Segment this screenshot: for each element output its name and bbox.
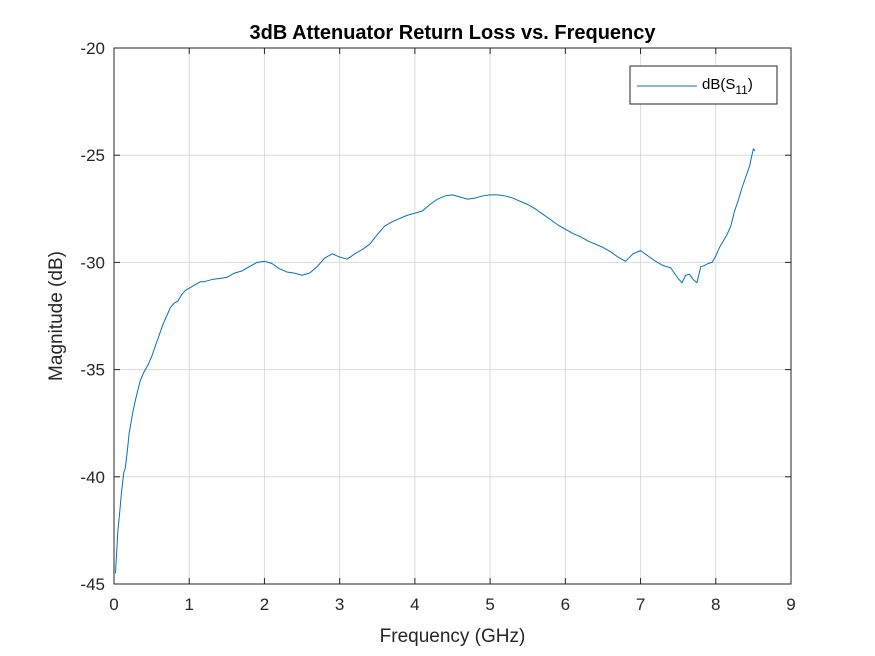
y-axis-label: Magnitude (dB) xyxy=(46,251,67,381)
legend: dB(S11) xyxy=(629,65,778,105)
series-line-s11 xyxy=(115,148,756,574)
x-tick-label: 8 xyxy=(711,595,720,614)
legend-label-suffix: ) xyxy=(748,76,753,93)
legend-label: dB(S11) xyxy=(702,76,753,97)
y-tick-label: -40 xyxy=(80,468,105,487)
y-tick-labels: -45 -40 -35 -30 -25 -20 xyxy=(80,39,105,594)
x-tick-label: 0 xyxy=(109,595,118,614)
y-tick-label: -25 xyxy=(80,146,105,165)
legend-label-subscript: 11 xyxy=(735,83,748,97)
x-tick-label: 3 xyxy=(335,595,344,614)
x-axis-label: Frequency (GHz) xyxy=(380,626,526,647)
x-tick-label: 5 xyxy=(485,595,494,614)
x-tick-label: 2 xyxy=(260,595,269,614)
y-tick-label: -20 xyxy=(80,39,105,58)
plot-area xyxy=(114,48,791,584)
x-tick-label: 7 xyxy=(636,595,645,614)
legend-label-prefix: dB(S xyxy=(702,76,735,93)
y-tick-label: -35 xyxy=(80,361,105,380)
x-tick-label: 9 xyxy=(786,595,795,614)
x-tick-labels: 0 1 2 3 4 5 6 7 8 9 xyxy=(109,595,795,614)
tick-marks xyxy=(113,47,792,585)
x-tick-label: 1 xyxy=(184,595,193,614)
y-tick-label: -45 xyxy=(80,575,105,594)
legend-box xyxy=(629,65,778,105)
x-tick-label: 4 xyxy=(410,595,419,614)
plot-frame xyxy=(113,47,792,585)
data-layer xyxy=(115,148,756,574)
chart-title: 3dB Attenuator Return Loss vs. Frequency xyxy=(250,22,657,44)
y-tick-label: -30 xyxy=(80,253,105,272)
x-tick-label: 6 xyxy=(561,595,570,614)
